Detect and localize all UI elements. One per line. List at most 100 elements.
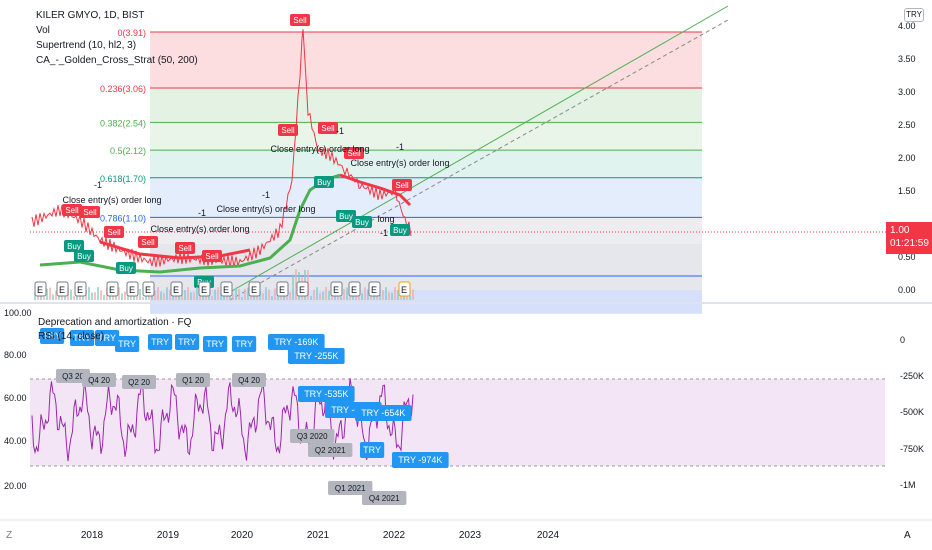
- indicator-golden-cross[interactable]: CA_-_Golden_Cross_Strat (50, 200): [36, 55, 198, 66]
- volume-bar: [289, 292, 291, 300]
- earnings-label-9: E: [251, 285, 257, 295]
- currency-button[interactable]: TRY: [904, 8, 924, 22]
- fib-label-4: 0.618(1.70): [100, 174, 146, 184]
- time-tick-1: 2019: [157, 530, 180, 541]
- volume-bar: [274, 288, 276, 300]
- volume-bar: [157, 287, 159, 300]
- value-tag-text-13: TRY: [363, 445, 381, 455]
- auto-scale-button[interactable]: A: [904, 530, 911, 541]
- last-price-tag: 1.00 01:21:59: [886, 222, 932, 254]
- volume-bar: [43, 296, 45, 300]
- volume-bar: [412, 289, 414, 300]
- value-tag-text-11: TRY -627K: [331, 405, 375, 415]
- volume-bar: [400, 295, 402, 300]
- volume-bar: [142, 296, 144, 300]
- quarter-tag-text-0: Q3 20: [62, 372, 84, 381]
- volume-bar: [346, 287, 348, 300]
- settings-icon[interactable]: Z: [6, 530, 13, 541]
- earnings-marker-6: [170, 281, 183, 297]
- sell-label-4: Sell: [178, 244, 192, 253]
- earnings-marker-7: [198, 281, 211, 297]
- volume-bar: [241, 296, 243, 300]
- indicator-volume[interactable]: Vol: [36, 25, 50, 36]
- volume-bar: [121, 293, 123, 300]
- volume-bar: [193, 292, 195, 300]
- long-label: long: [377, 214, 394, 224]
- volume-bar: [133, 294, 135, 300]
- volume-bar: [151, 294, 153, 300]
- value-tag-text-3: TRY: [118, 339, 136, 349]
- volume-bar: [247, 287, 249, 300]
- sell-label-9: Sell: [347, 149, 361, 158]
- volume-bar: [49, 287, 51, 300]
- volume-bar: [100, 290, 102, 300]
- earnings-marker-5: [142, 281, 155, 297]
- rsi-tick-1: 80.00: [4, 350, 27, 360]
- volume-bar: [244, 288, 246, 300]
- value-tick-0: 0: [900, 335, 905, 345]
- earnings-marker-13: [348, 281, 361, 297]
- value-tag-12: [355, 405, 412, 421]
- volume-bar: [391, 292, 393, 300]
- quarter-tag-text-8: Q2 2021: [315, 446, 346, 455]
- volume-bar: [190, 292, 192, 300]
- volume-bar: [34, 293, 36, 300]
- volume-bar: [388, 292, 390, 300]
- buy-marker-2: [116, 262, 136, 274]
- value-tag-10: [298, 386, 355, 402]
- earnings-label-14: E: [371, 285, 377, 295]
- buy-marker-7: [390, 224, 410, 236]
- sell-label-5: Sell: [205, 252, 219, 261]
- value-tag-text-8: TRY -169K: [274, 337, 318, 347]
- volume-bar: [265, 287, 267, 300]
- earnings-label-6: E: [173, 285, 179, 295]
- sell-marker-0: [62, 204, 82, 216]
- price-tick-4: 2.00: [898, 153, 916, 163]
- sell-label-1: Sell: [83, 208, 97, 217]
- rsi-title[interactable]: RSI (14, close): [38, 331, 105, 342]
- volume-bar: [331, 294, 333, 300]
- supertrend-down-line: [99, 240, 251, 260]
- volume-bar: [220, 293, 222, 300]
- earnings-label-4: E: [129, 285, 135, 295]
- quarter-tag-text-3: Q1 20: [182, 376, 204, 385]
- value-tag-14: [392, 452, 449, 468]
- volume-bar: [73, 295, 75, 300]
- price-tick-1: 3.50: [898, 54, 916, 64]
- volume-bar: [292, 274, 294, 300]
- fib-zone-5: [150, 217, 702, 244]
- fib-zone-0: [150, 31, 702, 89]
- indicator-supertrend[interactable]: Supertrend (10, hl2, 3): [36, 40, 137, 51]
- symbol-title[interactable]: KILER GMYO, 1D, BIST: [36, 10, 145, 21]
- volume-bar: [124, 291, 126, 300]
- indicator-title[interactable]: Deprecation and amortization · FQ: [38, 317, 192, 328]
- earnings-label-12: E: [333, 285, 339, 295]
- volume-bar: [322, 291, 324, 300]
- rsi-tick-4: 20.00: [4, 481, 27, 491]
- earnings-marker-9: [248, 281, 261, 297]
- sell-marker-5: [202, 250, 222, 262]
- quarter-tag-text-1: Q4 20: [88, 376, 110, 385]
- chart-legend: KILER GMYO, 1D, BIST Vol Supertrend (10,…: [36, 8, 198, 68]
- fib-label-5: 0.786(1.10): [100, 213, 146, 223]
- time-tick-5: 2023: [459, 530, 482, 541]
- fib-label-2: 0.382(2.54): [100, 118, 146, 128]
- quarter-tag-6: [290, 429, 335, 443]
- volume-bar: [172, 295, 174, 300]
- volume-bar: [187, 287, 189, 300]
- earnings-label-15: E: [401, 285, 407, 295]
- sell-marker-6: [290, 14, 310, 26]
- close-long-label-2: Close entry(s) order long: [216, 204, 315, 214]
- value-tag-text-5: TRY: [178, 337, 196, 347]
- sell-marker-4: [175, 242, 195, 254]
- price-tick-0: 4.00: [898, 21, 916, 31]
- time-tick-6: 2024: [537, 530, 560, 541]
- buy-label-7: Buy: [393, 226, 407, 235]
- earnings-label-3: E: [109, 285, 115, 295]
- trend-line-solid: [229, 5, 729, 293]
- earnings-label-8: E: [223, 285, 229, 295]
- quarter-tag-8: [308, 443, 353, 457]
- volume-bar: [52, 294, 54, 300]
